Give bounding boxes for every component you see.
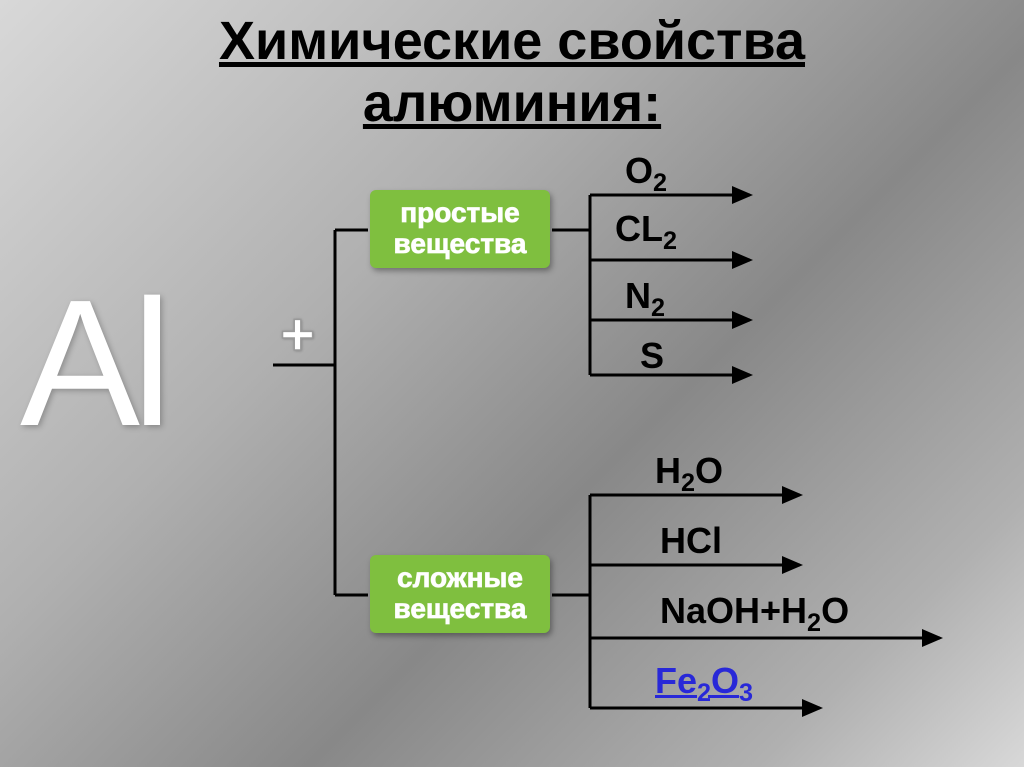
formula-cl2: CL2	[615, 208, 677, 256]
simple-substances-box: простыевещества	[370, 190, 550, 268]
plus-symbol: +	[280, 300, 315, 369]
complex-box-line1: сложные	[370, 563, 550, 594]
formula-naoh: NaOH+H2O	[660, 590, 849, 638]
complex-substances-box: сложныевещества	[370, 555, 550, 633]
formula-s: S	[640, 335, 664, 377]
formula-n2: N2	[625, 275, 665, 323]
aluminum-symbol: Al	[20, 260, 164, 467]
simple-box-line1: простые	[370, 198, 550, 229]
formula-fe2o3[interactable]: Fe2O3	[655, 660, 753, 708]
formula-o2: O2	[625, 150, 667, 198]
title-line2: алюминия:	[0, 72, 1024, 134]
simple-box-line2: вещества	[370, 229, 550, 260]
title-line1: Химические свойства	[0, 10, 1024, 72]
formula-hcl: HCl	[660, 520, 722, 562]
formula-h2o: H2O	[655, 450, 723, 498]
complex-box-line2: вещества	[370, 594, 550, 625]
page-title: Химические свойства алюминия:	[0, 0, 1024, 134]
